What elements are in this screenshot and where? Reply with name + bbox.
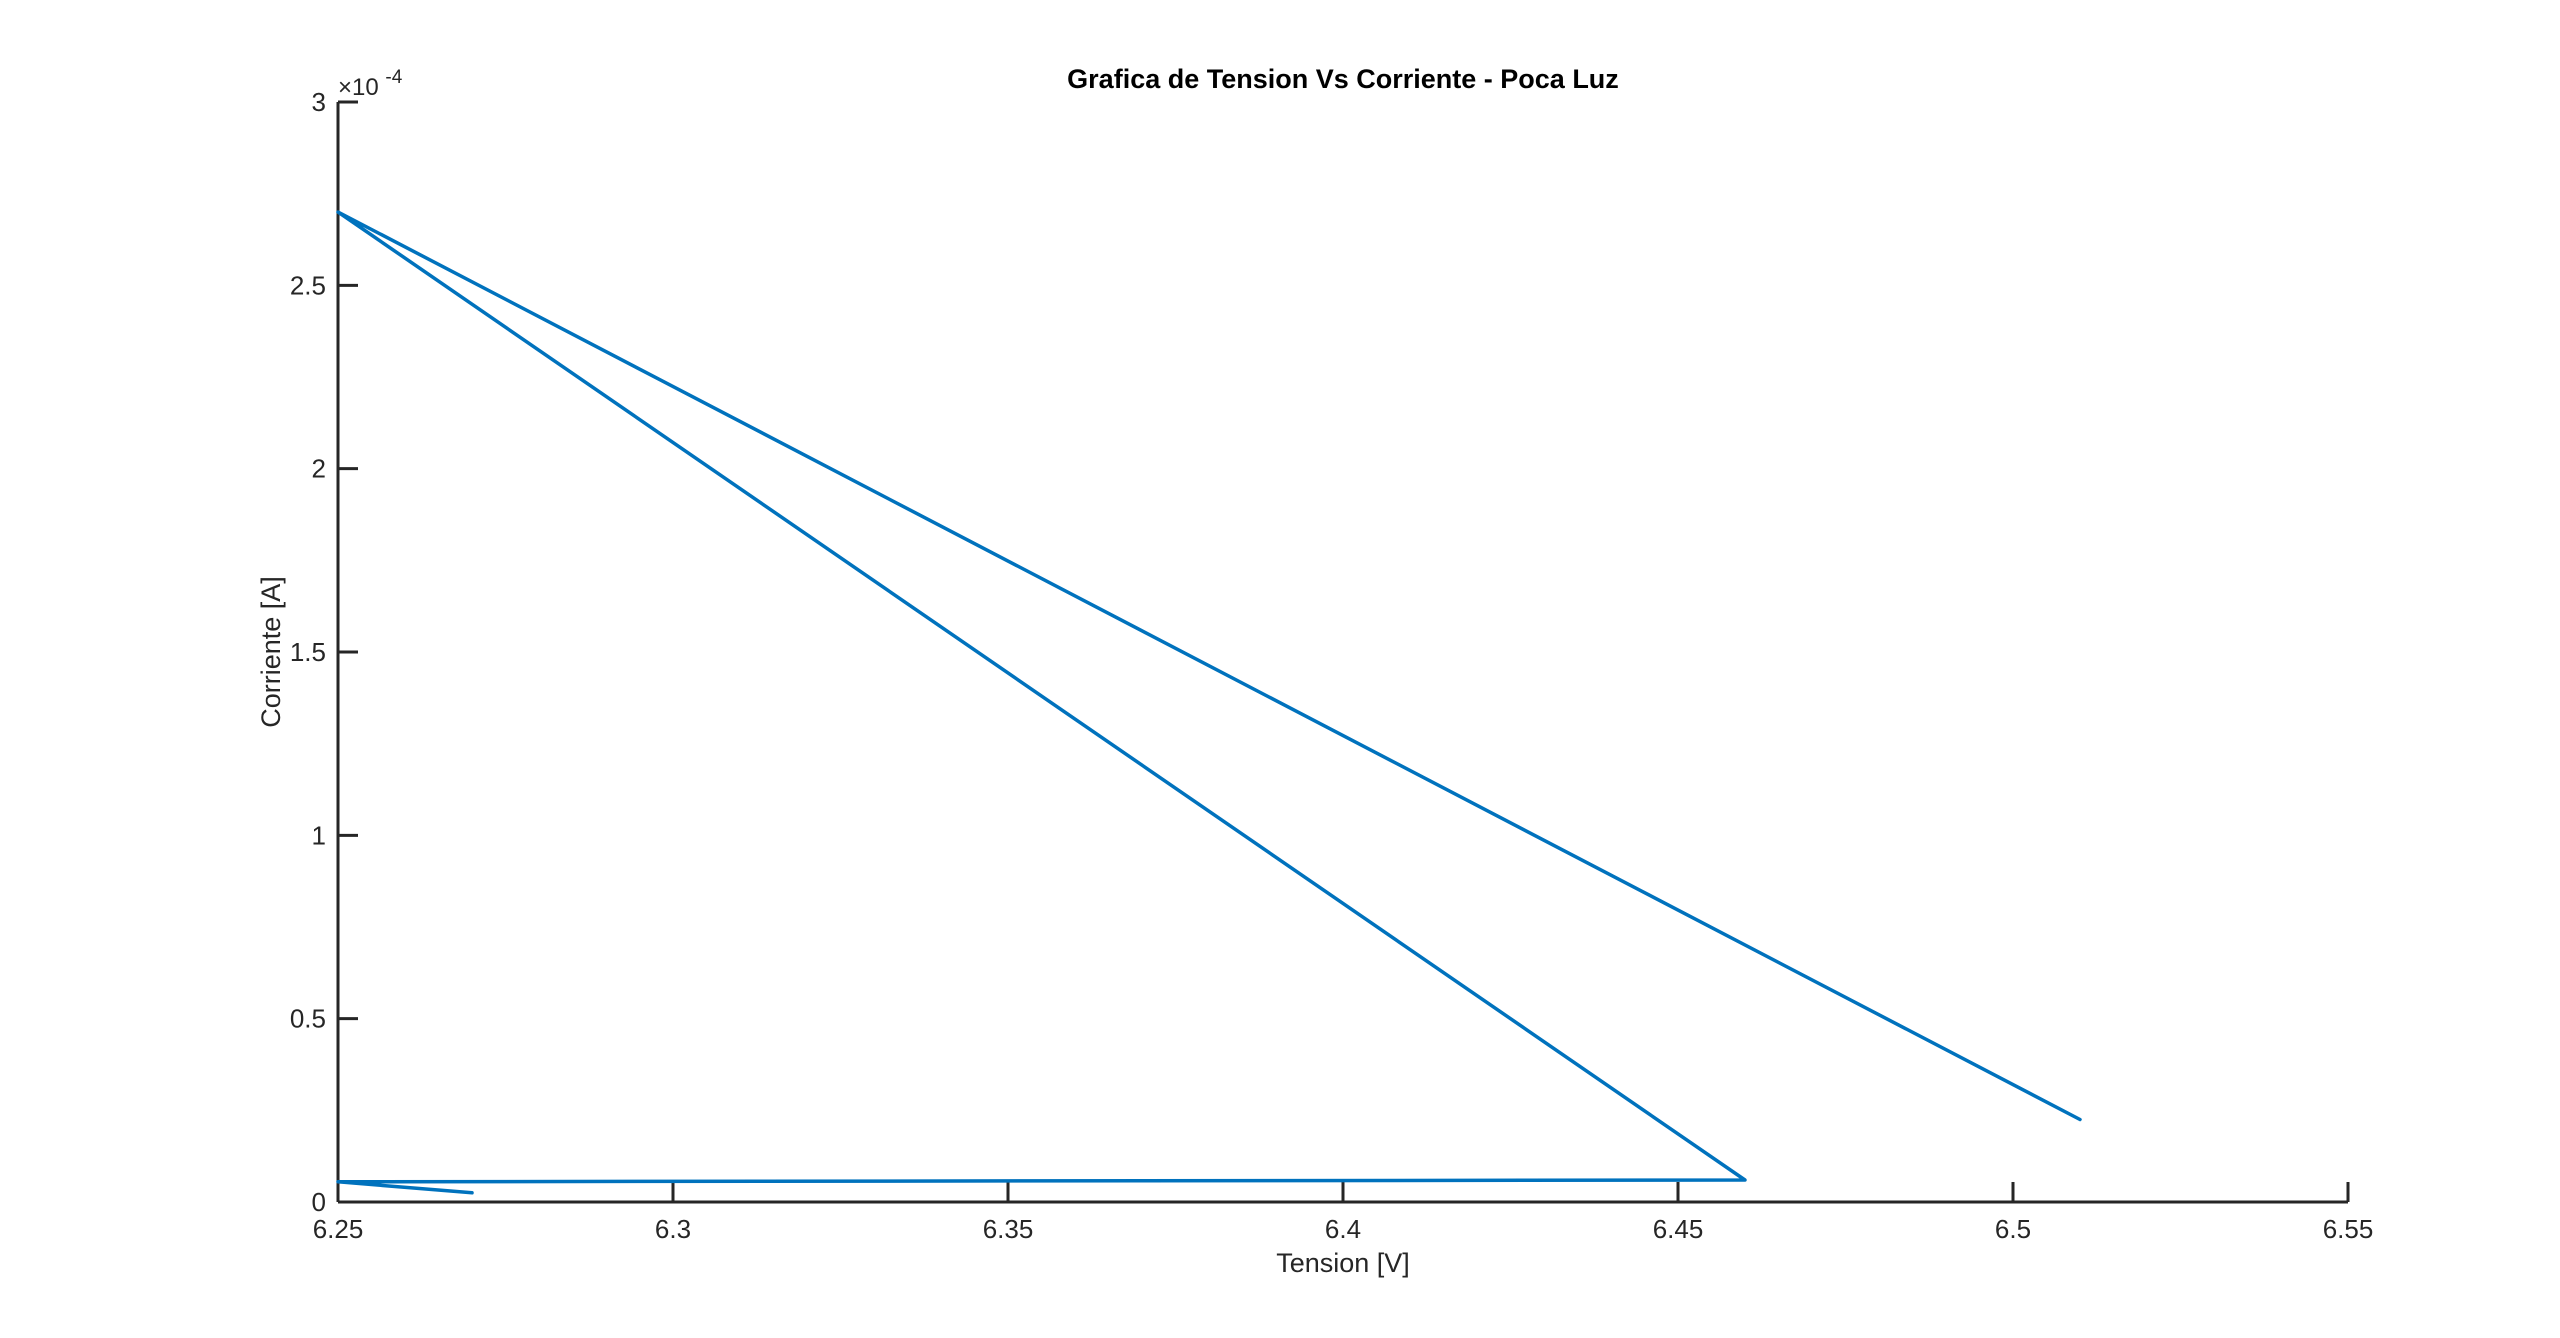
x-tick-label: 6.55 [2323, 1214, 2374, 1244]
y-tick-label: 1.5 [290, 637, 326, 667]
x-tick-label: 6.3 [655, 1214, 691, 1244]
y-tick-label: 2 [312, 454, 326, 484]
series-line [336, 210, 2082, 1195]
x-axis-label: Tension [V] [1276, 1248, 1410, 1278]
chart-title: Grafica de Tension Vs Corriente - Poca L… [1067, 64, 1619, 94]
x-tick-label: 6.5 [1995, 1214, 2031, 1244]
x-tick-label: 6.4 [1325, 1214, 1361, 1244]
x-tick-label: 6.45 [1653, 1214, 1704, 1244]
y-tick-label: 0 [312, 1187, 326, 1217]
y-tick-label: 1 [312, 820, 326, 850]
y-tick-label: 2.5 [290, 270, 326, 300]
y-tick-label: 3 [312, 87, 326, 117]
y-axis-exponent-base: ×10 [338, 74, 379, 101]
y-tick-label: 0.5 [290, 1004, 326, 1034]
y-axis-label: Corriente [A] [256, 576, 286, 728]
y-axis-exponent-power: -4 [385, 67, 402, 88]
x-axis-ticks: 6.25 6.3 6.35 6.4 6.45 6.5 6.55 [313, 1182, 2374, 1244]
y-axis-exponent: ×10 -4 [338, 67, 403, 101]
x-tick-label: 6.25 [313, 1214, 364, 1244]
y-axis-ticks: 0 0.5 1 1.5 2 2.5 3 [290, 87, 358, 1217]
series-layer [336, 210, 2082, 1195]
x-tick-label: 6.35 [983, 1214, 1034, 1244]
